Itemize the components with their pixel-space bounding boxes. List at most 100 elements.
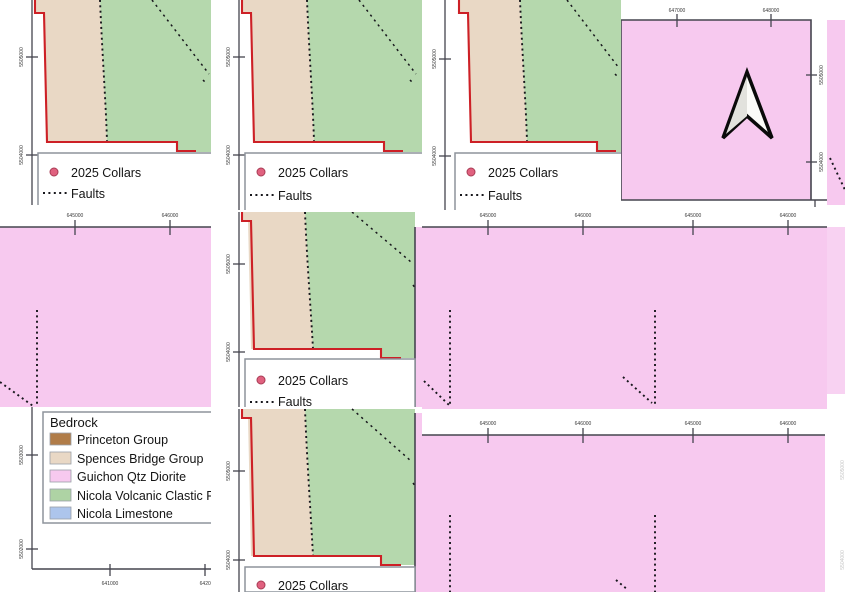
fault-line <box>622 376 653 404</box>
spences-bridge-area <box>459 0 527 142</box>
north-arrow-icon <box>721 66 774 140</box>
map-tile-north: 647000 648000 5505000 5504000 <box>621 8 827 207</box>
guichon-diorite-area <box>0 227 211 407</box>
legend-box <box>37 152 211 208</box>
fault-line <box>566 0 620 79</box>
northing-label: 5505000 <box>19 47 25 67</box>
map-legend: 2025 Collars Faults <box>244 358 416 407</box>
guichon-diorite-area <box>621 20 811 200</box>
legend-swatch <box>49 469 72 483</box>
easting-label: 645000 <box>685 421 702 427</box>
guichon-diorite-area <box>827 227 845 394</box>
fault-line <box>304 212 314 350</box>
guichon-diorite-area <box>422 435 825 592</box>
fault-line <box>99 0 108 143</box>
legend-box <box>244 358 416 407</box>
map-tile-b3: 5505000 5504000 2025 Collars <box>226 408 422 592</box>
spences-bridge-area <box>242 0 314 142</box>
legend-item-label: Princeton Group <box>77 433 168 447</box>
fault-line <box>0 381 34 407</box>
easting-label: 646000 <box>575 421 592 427</box>
fault-line <box>351 408 417 488</box>
claim-boundary <box>240 212 401 360</box>
claim-boundary <box>33 0 196 153</box>
map-legend: 2025 Collars <box>244 566 416 592</box>
legend-item-label: Guichon Qtz Diorite <box>77 470 186 484</box>
fault-line <box>351 212 417 290</box>
collar-symbol <box>466 167 476 177</box>
northing-label-faint: 5505000 <box>840 460 845 480</box>
map-tile-cd3: 645000 646000 645000 646000 <box>422 421 825 592</box>
map-tile-sliver-2 <box>827 227 845 394</box>
map-legend: 2025 Collars Faults <box>244 152 422 210</box>
fault-line <box>519 0 528 143</box>
northing-label: 5504000 <box>19 145 25 165</box>
nicola-volcanic-area <box>520 0 621 152</box>
claim-boundary <box>240 0 403 153</box>
legend-box <box>42 411 211 524</box>
map-tile-sliver-3: 5505000 5504000 <box>840 460 845 570</box>
map-tile-cd2: 645000 646000 645000 646000 <box>422 213 827 409</box>
map-tile-b1: 5505000 5504000 2025 Collars Faults <box>226 0 422 210</box>
northing-label: 5502000 <box>19 539 25 559</box>
collar-symbol <box>49 167 59 177</box>
map-tile-a1: 5505000 5504000 2025 Collars Faults <box>19 0 211 208</box>
map-legend: 2025 Collars Faults <box>37 152 211 208</box>
easting-label: 646000 <box>575 213 592 219</box>
northing-label: 5504000 <box>226 342 232 362</box>
easting-label: 646000 <box>780 213 797 219</box>
northing-label: 5505000 <box>226 461 232 481</box>
fault-line <box>829 157 845 191</box>
map-tile-b2: 5505000 5504000 2025 Collars Faults <box>226 212 422 407</box>
bedrock-legend: Bedrock Princeton Group Spences Bridge G… <box>42 411 211 524</box>
northing-label: 5505000 <box>819 65 825 85</box>
legend-box <box>244 566 416 592</box>
map-tile-c1: 5505000 5504000 2025 Collars Faults <box>432 0 621 210</box>
northing-label: 5505000 <box>226 47 232 67</box>
nicola-volcanic-area <box>305 212 415 358</box>
northing-label: 5504000 <box>226 145 232 165</box>
faults-label: Faults <box>488 189 522 203</box>
legend-swatch <box>49 488 72 502</box>
legend-swatch <box>49 451 72 465</box>
guichon-diorite-area <box>827 20 845 205</box>
easting-label: 645000 <box>67 213 84 219</box>
claim-boundary <box>457 0 616 153</box>
legend-swatch <box>49 506 72 520</box>
northing-label-faint: 5504000 <box>840 550 845 570</box>
northing-label: 5505000 <box>226 254 232 274</box>
legend-title: Bedrock <box>50 415 98 430</box>
collars-label: 2025 Collars <box>278 579 348 592</box>
north-arrow-shade <box>726 76 747 134</box>
easting-label: 645000 <box>480 421 497 427</box>
fault-line <box>151 0 210 85</box>
easting-label: 645000 <box>480 213 497 219</box>
legend-box <box>454 152 621 210</box>
northing-label: 5504000 <box>432 146 438 166</box>
guichon-diorite-strip <box>415 227 422 407</box>
faults-label: Faults <box>278 395 312 407</box>
guichon-diorite-strip <box>415 413 422 592</box>
easting-label: 648000 <box>763 8 780 14</box>
fault-line <box>358 0 417 85</box>
spences-bridge-area <box>242 212 313 349</box>
fault-line <box>423 380 450 406</box>
easting-label: 645000 <box>685 213 702 219</box>
easting-label: 646000 <box>780 421 797 427</box>
spences-bridge-area <box>35 0 107 142</box>
collars-label: 2025 Collars <box>488 166 558 180</box>
legend-swatch <box>49 432 72 446</box>
legend-item-label: Nicola Limestone <box>77 507 173 521</box>
claim-boundary <box>240 409 401 567</box>
collars-label: 2025 Collars <box>71 166 141 180</box>
nicola-volcanic-area <box>305 409 415 565</box>
nicola-volcanic-area <box>307 0 422 152</box>
collars-label: 2025 Collars <box>278 374 348 388</box>
collar-symbol <box>256 580 266 590</box>
guichon-diorite-area <box>422 227 827 409</box>
northing-label: 5504000 <box>226 550 232 570</box>
spences-bridge-area <box>242 409 313 556</box>
easting-label: 641000 <box>102 581 119 587</box>
legend-box <box>244 152 422 210</box>
